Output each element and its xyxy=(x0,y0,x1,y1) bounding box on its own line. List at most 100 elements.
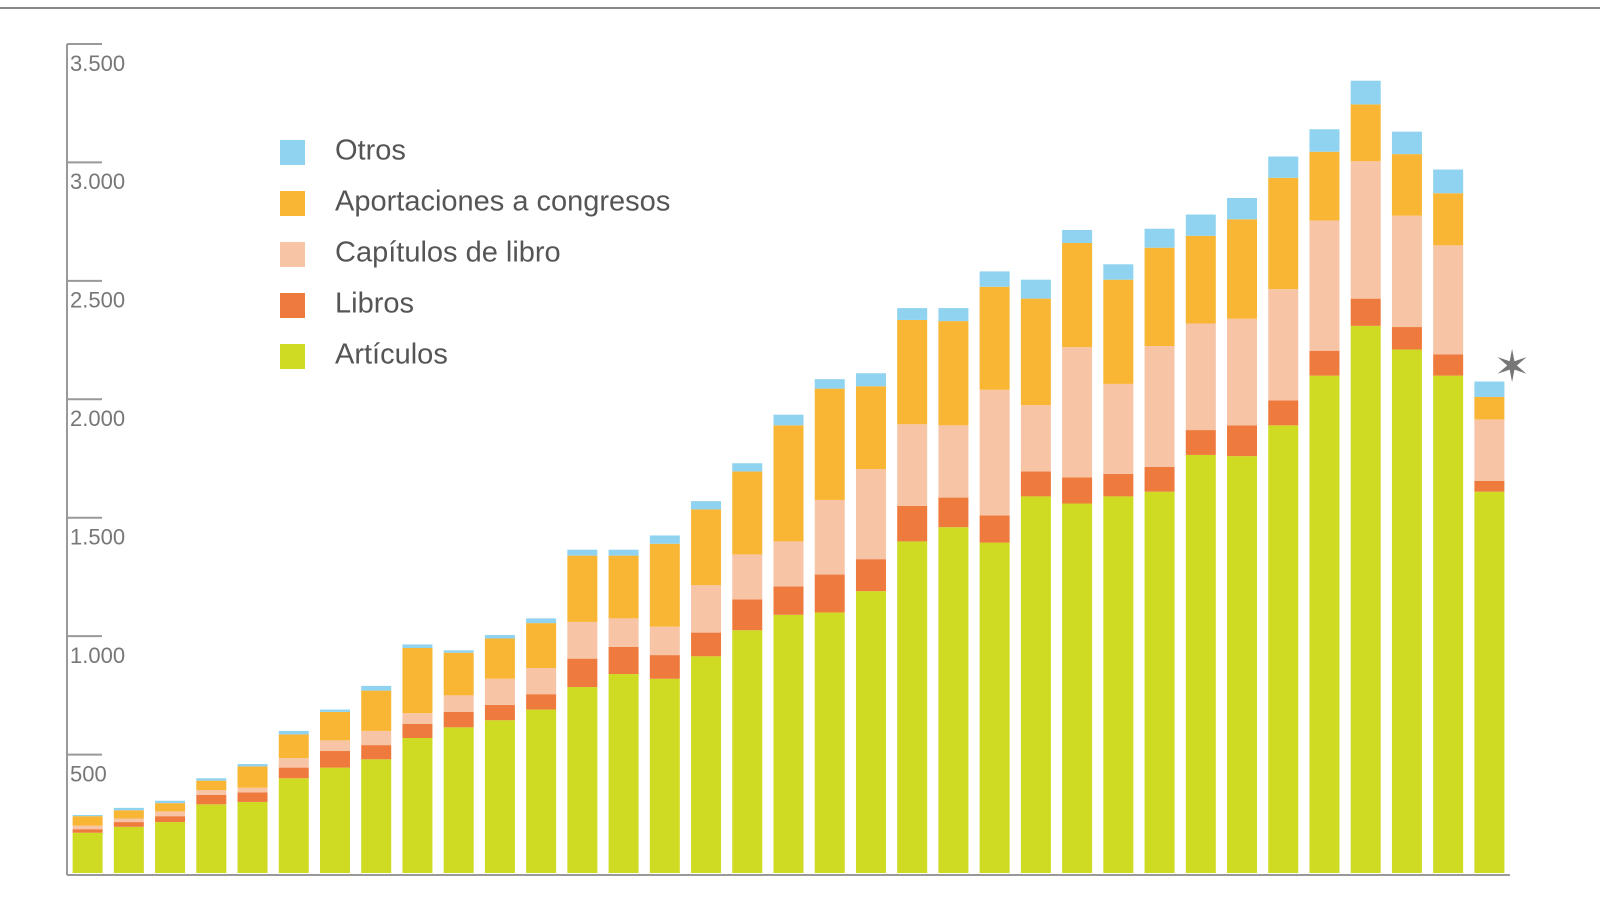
bar-segment xyxy=(196,778,227,781)
bar-segment xyxy=(897,319,928,425)
bar-segment xyxy=(526,694,557,710)
bar-segment xyxy=(814,612,845,873)
bar-segment xyxy=(1309,129,1340,152)
bar-segment xyxy=(1185,430,1216,455)
legend-swatch xyxy=(280,344,305,369)
bar-segment xyxy=(1268,177,1299,290)
bar-segment xyxy=(237,801,268,873)
bar-segment xyxy=(1020,471,1051,497)
bar-segment xyxy=(1020,405,1051,472)
bar-segment xyxy=(1103,279,1134,384)
bar-segment xyxy=(278,730,309,735)
bar-segment xyxy=(897,541,928,873)
bar-segment xyxy=(484,634,515,639)
bar-segment xyxy=(155,811,186,817)
bar-segment xyxy=(773,414,804,426)
bar-segment xyxy=(72,825,103,830)
bar-segment xyxy=(1227,425,1258,457)
bar-segment xyxy=(402,713,433,724)
legend-swatch xyxy=(280,293,305,318)
bar-segment xyxy=(1391,327,1422,350)
bar-segment xyxy=(1103,496,1134,873)
bar-segment xyxy=(72,829,103,833)
y-tick-label: 1.500 xyxy=(70,525,125,550)
bar-segment xyxy=(278,767,309,779)
legend-label: Capítulos de libro xyxy=(335,237,561,269)
bar-segment xyxy=(608,618,639,647)
bar-segment xyxy=(1391,349,1422,873)
bar-segment xyxy=(1062,242,1093,348)
bar-segment xyxy=(526,623,557,669)
bar-segment xyxy=(402,644,433,648)
bar-segment xyxy=(443,650,474,653)
bar-segment xyxy=(237,764,268,767)
bar-segment xyxy=(1268,289,1299,401)
bar-segment xyxy=(979,286,1010,390)
bar-segment xyxy=(1103,473,1134,497)
bar-segment xyxy=(1103,264,1134,280)
bar-segment xyxy=(649,543,680,627)
bar-segment xyxy=(1062,477,1093,504)
bar-segment xyxy=(319,767,350,873)
bar-segment xyxy=(113,807,144,811)
bar-segment xyxy=(1144,345,1175,467)
bar-segment xyxy=(361,745,392,760)
y-tick-label: 3.000 xyxy=(70,169,125,194)
bar-segment xyxy=(484,704,515,721)
bar-segment xyxy=(155,822,186,873)
bar-segment xyxy=(814,388,845,500)
legend-label: Artículos xyxy=(335,339,448,371)
legend-swatch xyxy=(280,242,305,267)
bar-segment xyxy=(1309,375,1340,873)
bar-segment xyxy=(1103,383,1134,474)
bar-segment xyxy=(773,586,804,615)
bar-segment xyxy=(1020,496,1051,873)
bar-segment xyxy=(979,542,1010,873)
bar-segment xyxy=(402,723,433,738)
bar-segment xyxy=(938,321,969,426)
bar-segment xyxy=(319,709,350,712)
bar-segment xyxy=(1227,318,1258,426)
bar-segment xyxy=(938,425,969,498)
bar-segment xyxy=(237,792,268,802)
legend-label: Libros xyxy=(335,288,414,320)
bar-segment xyxy=(1227,219,1258,319)
bar-segment xyxy=(1433,245,1464,355)
bar-segment xyxy=(1062,229,1093,243)
bar-segment xyxy=(72,832,103,873)
bar-segment xyxy=(237,787,268,793)
bar-segment xyxy=(1350,80,1381,105)
bar-segment xyxy=(773,541,804,587)
bar-segment xyxy=(1020,279,1051,299)
bar-segment xyxy=(361,730,392,746)
bar-segment xyxy=(1474,481,1505,492)
bar-segment xyxy=(1309,151,1340,221)
bar-segment xyxy=(402,737,433,873)
bar-segment xyxy=(979,271,1010,287)
y-tick-label: 2.500 xyxy=(70,288,125,313)
bar-segment xyxy=(113,818,144,823)
bar-segment xyxy=(1433,375,1464,873)
bar-segment xyxy=(1309,350,1340,376)
bar-segment xyxy=(814,574,845,613)
bar-segment xyxy=(113,822,144,827)
bar-segment xyxy=(732,554,763,600)
y-tick-label: 3.500 xyxy=(70,51,125,76)
bar-segment xyxy=(319,711,350,741)
bar-segment xyxy=(278,758,309,768)
bar-segment xyxy=(1227,456,1258,873)
bar-segment xyxy=(1185,454,1216,873)
bar-segment xyxy=(484,720,515,873)
bar-segment xyxy=(649,535,680,544)
bar-segment xyxy=(773,425,804,542)
bar-segment xyxy=(196,804,227,873)
bar-segment xyxy=(1020,298,1051,406)
bar-segment xyxy=(567,687,598,873)
bar-segment xyxy=(608,674,639,873)
bar-segment xyxy=(1268,156,1299,178)
bar-segment xyxy=(155,800,186,804)
bar-segment xyxy=(732,599,763,631)
bar-segment xyxy=(196,790,227,795)
bar-segment xyxy=(897,308,928,320)
bar-segment xyxy=(691,501,722,510)
